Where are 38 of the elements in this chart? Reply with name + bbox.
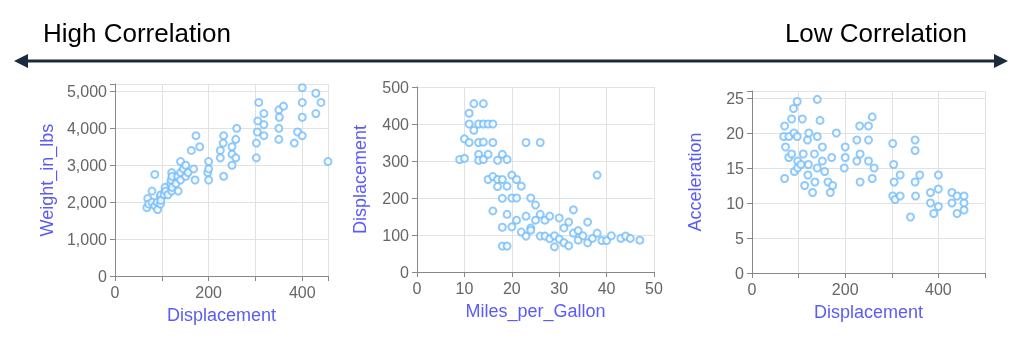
y-tick-label: 0 (735, 264, 745, 282)
y-tick-label: 10 (726, 194, 745, 212)
y-tick-label: 20 (726, 124, 745, 142)
x-tick-label: 50 (645, 279, 663, 297)
y-tick-label: 15 (726, 159, 745, 177)
x-axis-title: Displacement (813, 302, 924, 322)
y-axis-title: Displacement (350, 124, 370, 235)
x-tick-label: 10 (455, 279, 474, 297)
y-tick-label: 0 (98, 267, 108, 285)
y-tick-label: 5,000 (66, 82, 108, 100)
x-tick-label: 400 (288, 283, 316, 301)
y-tick-label: 0 (400, 263, 410, 281)
x-tick-label: 200 (831, 280, 859, 298)
x-tick-label: 40 (597, 279, 616, 297)
y-tick-label: 100 (382, 226, 410, 244)
x-tick-label: 400 (925, 280, 952, 298)
x-tick-label: 30 (550, 279, 569, 297)
y-tick-label: 1,000 (66, 230, 108, 248)
y-tick-label: 4,000 (66, 119, 108, 137)
x-tick-label: 0 (747, 280, 757, 298)
y-tick-label: 5 (735, 229, 745, 247)
x-tick-label: 0 (412, 279, 422, 297)
y-tick-label: 3,000 (66, 156, 108, 174)
x-tick-label: 200 (195, 283, 223, 301)
x-axis-title: Miles_per_Gallon (465, 301, 606, 322)
y-tick-label: 2,000 (66, 193, 108, 211)
y-tick-label: 25 (726, 89, 745, 107)
y-axis-title: Acceleration (685, 132, 705, 232)
y-tick-label: 200 (382, 189, 410, 207)
text: High Correlation (43, 18, 231, 49)
y-tick-label: 300 (382, 152, 410, 170)
y-axis-title: Weight_in_lbs (37, 123, 59, 237)
x-tick-label: 20 (502, 279, 521, 297)
y-tick-label: 500 (382, 78, 410, 96)
x-axis-title: Displacement (166, 305, 277, 325)
text: Low Correlation (784, 18, 967, 49)
y-tick-label: 400 (382, 115, 410, 133)
x-tick-label: 0 (110, 283, 120, 301)
